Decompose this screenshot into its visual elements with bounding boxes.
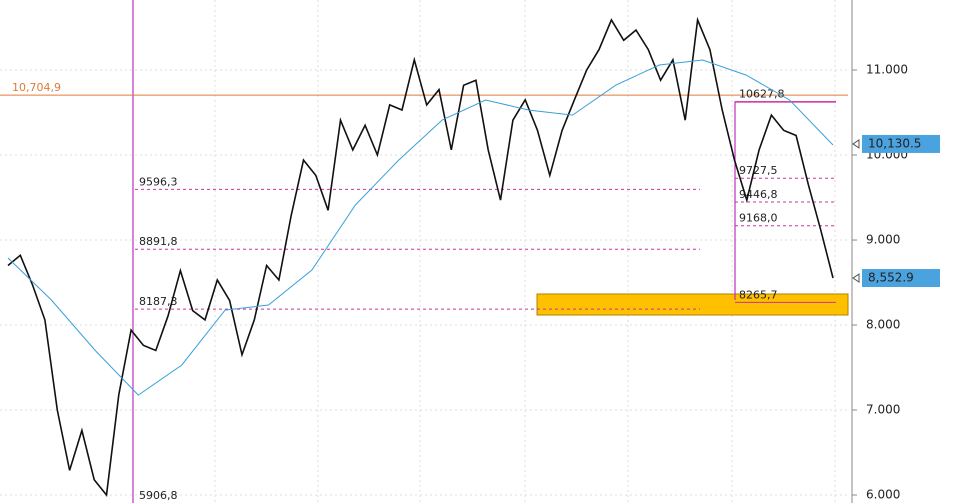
price-tag-label: 10,130.5 [868,136,921,150]
highlight-zone [536,293,849,316]
level-label: 9727,5 [739,164,778,177]
level-label: 9168,0 [739,212,778,225]
price-tag-label: 8,552.9 [868,271,914,285]
level-label: 10,704,9 [12,81,61,94]
level-label: 9596,3 [139,175,178,188]
y-tick-label: 7.000 [866,403,900,417]
y-tick-label: 6.000 [866,488,900,502]
moving-average [7,59,834,396]
vertical-grid [214,0,836,503]
price-line [7,16,834,497]
price-tag [862,134,940,153]
level-label: 8891,8 [139,235,178,248]
price-tag-arrow [852,139,860,149]
level-label: 8187,3 [139,295,178,308]
y-tick-label: 9.000 [866,233,900,247]
price-tag [862,269,940,288]
level-label: 8265,7 [739,288,778,301]
y-tick-label: 8.000 [866,318,900,332]
price-tag-arrow [852,273,860,283]
level-label: 5906,8 [139,489,178,502]
level-label: 10627,8 [739,88,785,101]
y-tick-label: 11.000 [866,63,908,77]
